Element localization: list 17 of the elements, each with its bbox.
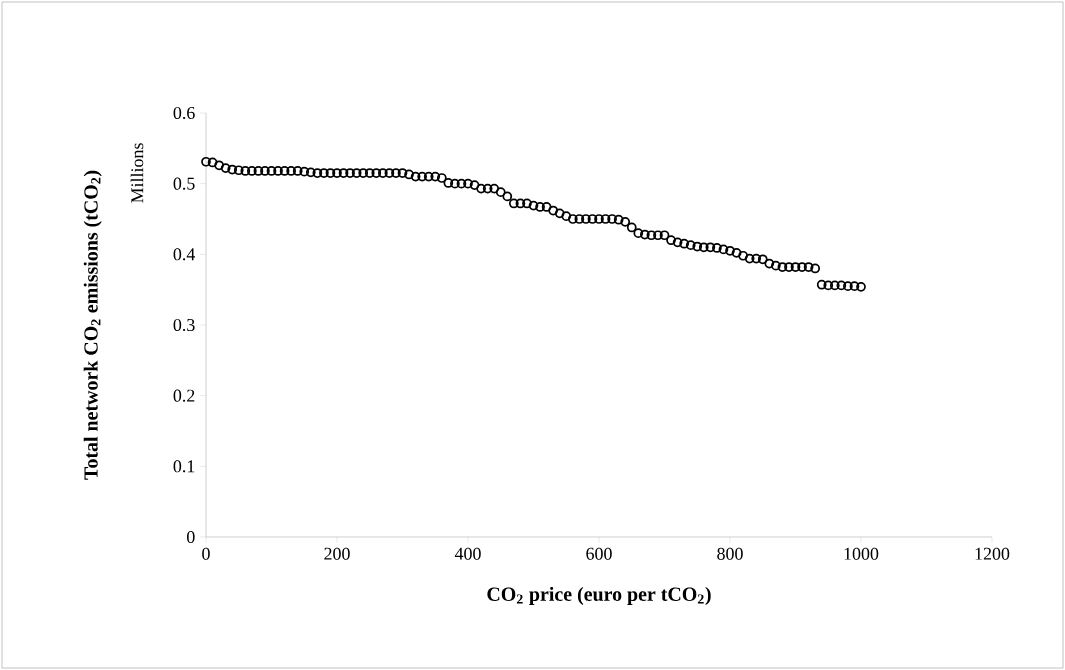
text: Millions <box>130 143 144 203</box>
x-tick-label: 0 <box>202 547 210 560</box>
y-tick-label: 0.3 <box>173 318 195 332</box>
x-tick-label: 600 <box>586 547 612 560</box>
y-tick-label: 0.4 <box>173 248 196 261</box>
x-tick-label: 200 <box>324 547 350 560</box>
y-axis-title: Total network CO$_{2}$ emissions (tCO$_{2}$) <box>83 170 102 480</box>
x-tick-label: 1200 <box>975 547 1010 560</box>
y-tick-label: 0.2 <box>173 389 195 402</box>
x-tick-label: 400 <box>454 547 481 560</box>
x-tick-label: 800 <box>717 547 743 560</box>
x-tick-label: 1000 <box>844 547 879 560</box>
x-axis-title: CO$_{2}$ price (euro per tCO$_{2}$) <box>487 586 711 605</box>
y-tick-label: 0.5 <box>173 177 195 190</box>
y-tick-label: 0 <box>187 530 195 544</box>
y-tick-label: 0.1 <box>173 460 195 473</box>
y-tick-label: 0.6 <box>173 106 195 120</box>
